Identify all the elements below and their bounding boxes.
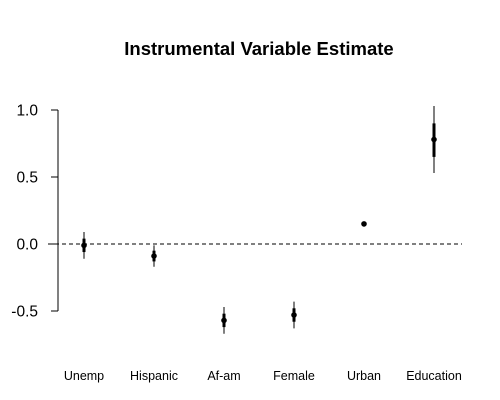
x-category-label: Unemp [64,369,104,383]
estimate-point [81,242,87,249]
y-axis: -0.5 0.0 0.5 1.0 [11,103,59,321]
estimate-group [221,306,227,334]
estimate-group [151,245,157,267]
estimate-group [431,105,437,173]
estimate-group [291,301,297,329]
x-category-label: Af-am [207,369,240,383]
x-category-label: Female [273,369,315,383]
estimate-point [361,221,367,227]
x-axis-labels: Unemp Hispanic Af-am Female Urban Education [64,369,462,383]
estimate-group [81,231,87,259]
estimate-group [361,221,367,227]
chart-title: Instrumental Variable Estimate [124,38,393,59]
y-tick-label: -0.5 [11,304,38,321]
estimate-point [151,253,157,259]
y-tick-label: 0.0 [16,237,38,254]
estimate-point [431,136,437,143]
estimate-marks [81,105,437,334]
y-tick-label: 1.0 [16,103,38,120]
x-category-label: Education [406,369,462,383]
estimate-point [221,317,227,324]
y-tick-label: 0.5 [16,170,38,187]
estimate-point [291,312,297,318]
x-category-label: Hispanic [130,369,178,383]
x-category-label: Urban [347,369,381,383]
